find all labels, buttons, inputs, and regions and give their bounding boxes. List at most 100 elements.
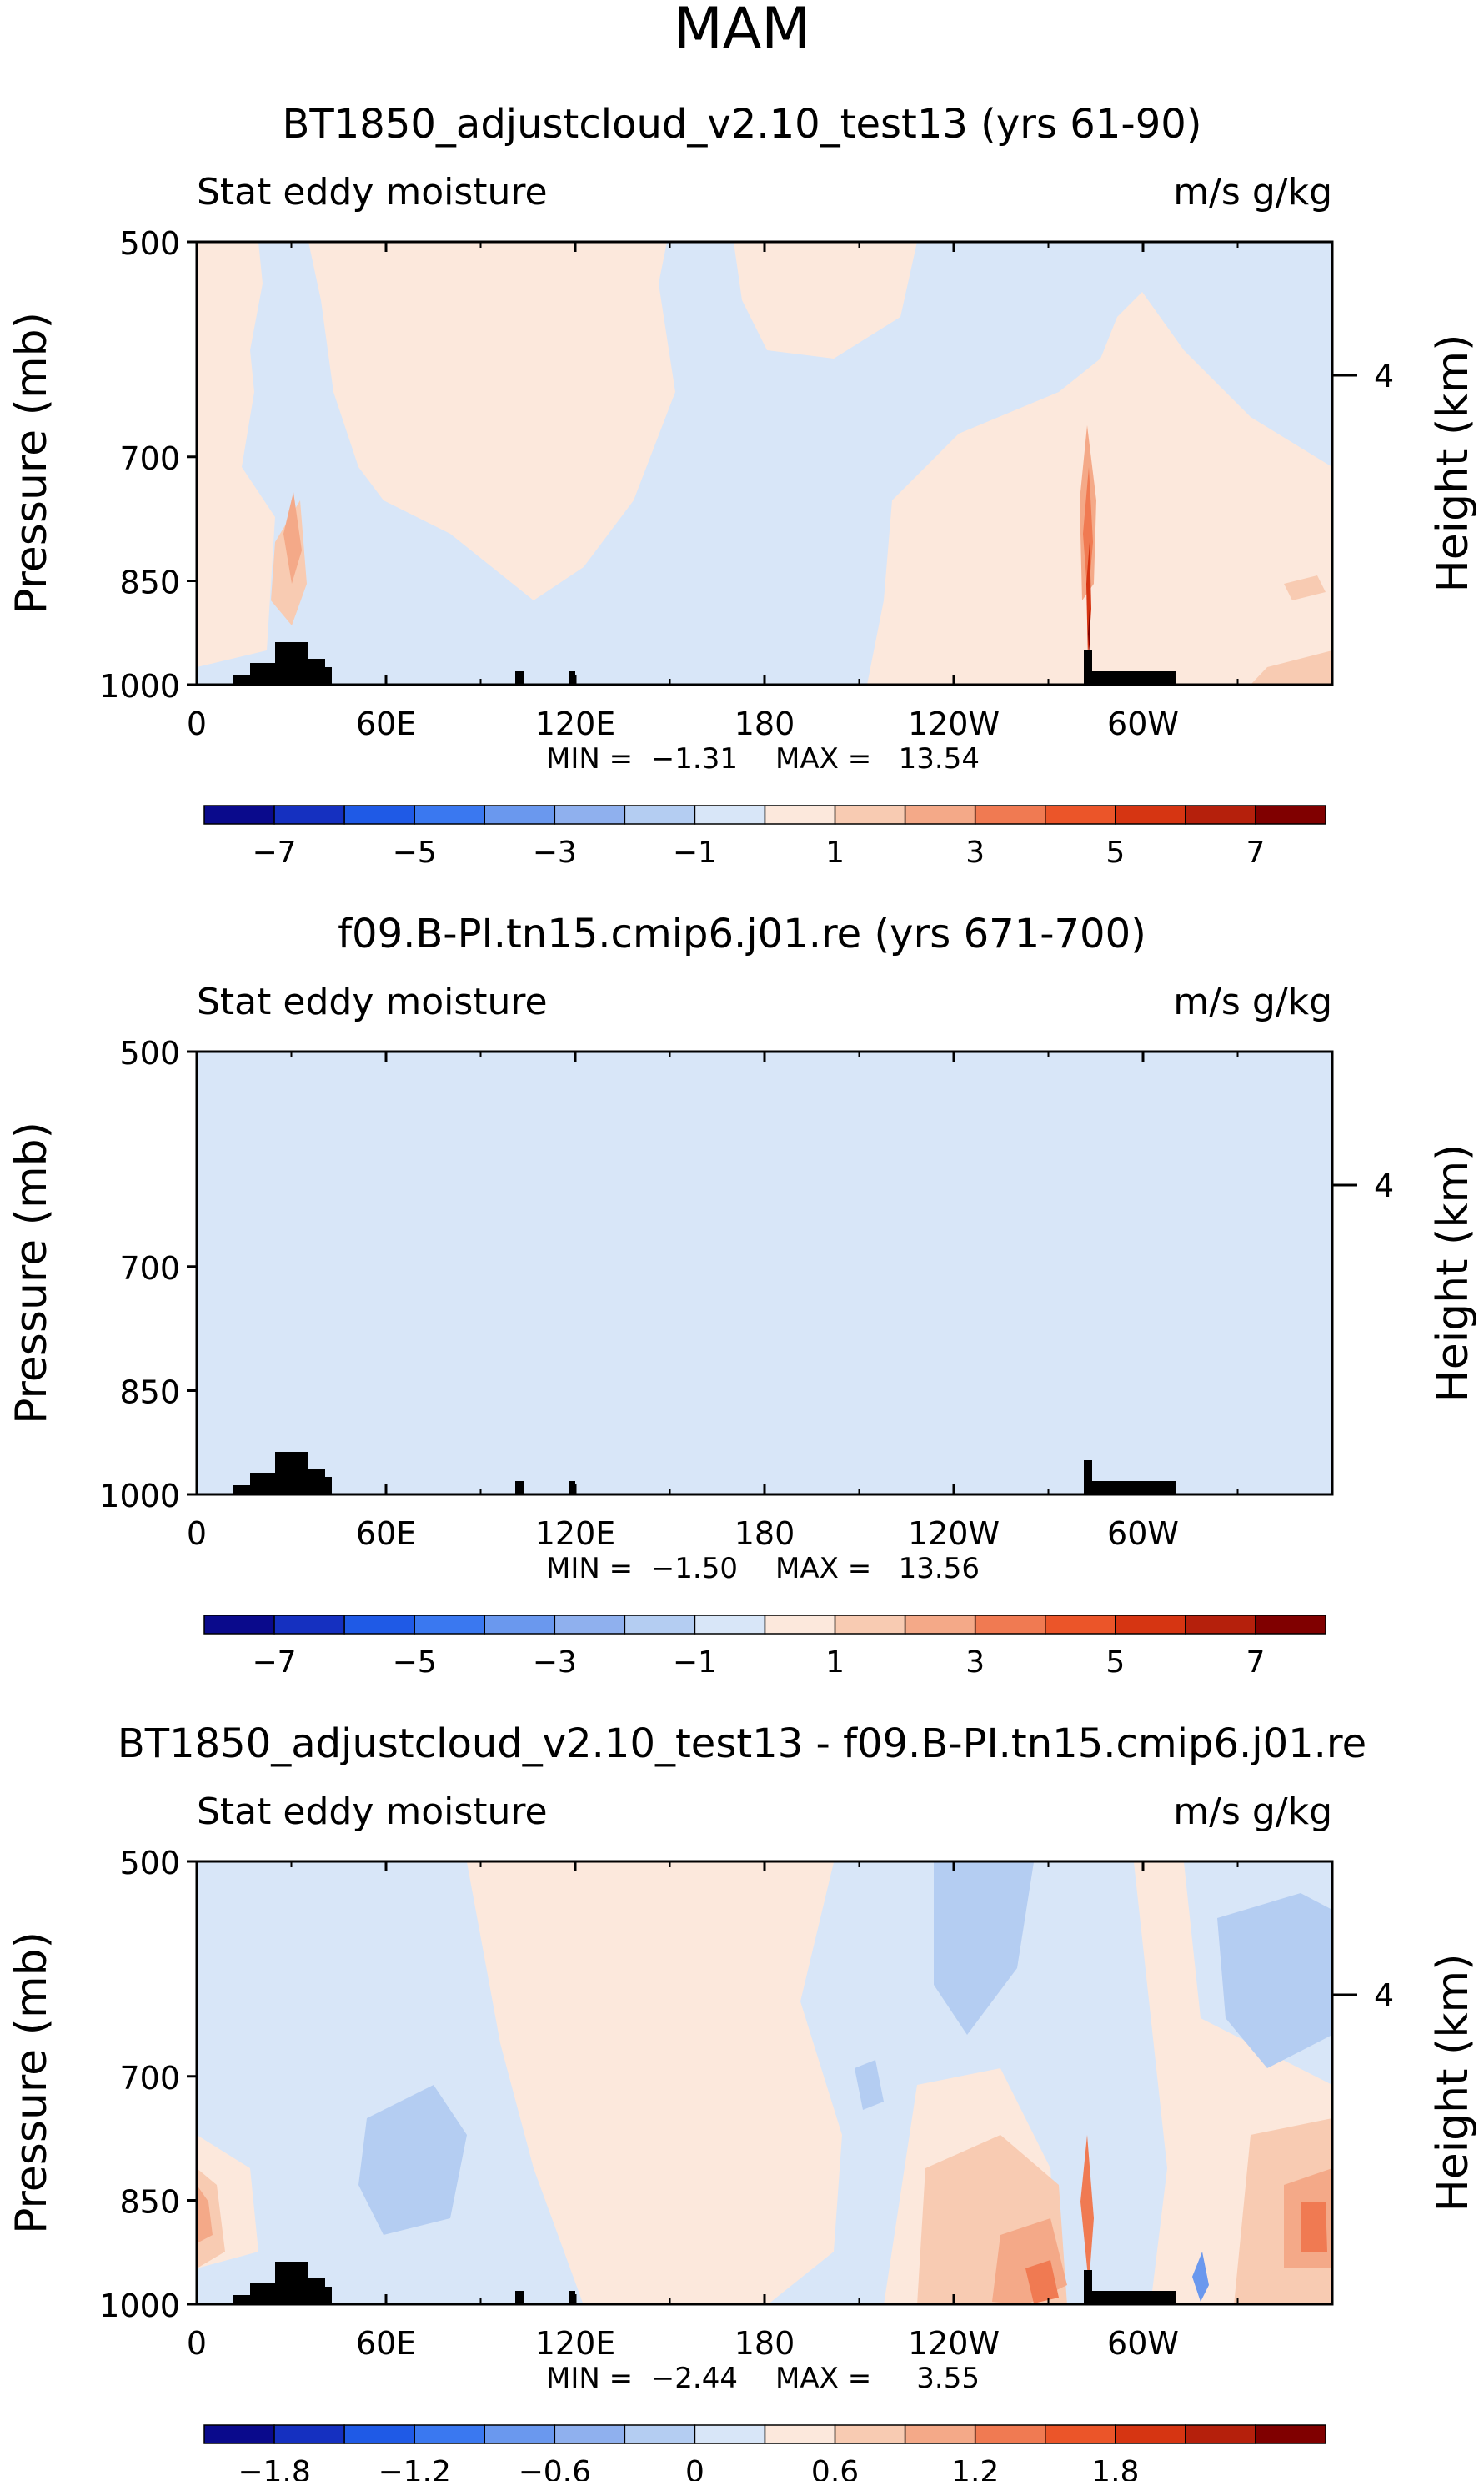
colorbar: −1.8 −1.2 −0.6 0 0.6 1.2 1.8 <box>203 2424 1326 2481</box>
colorbar-swatch <box>1185 2424 1256 2444</box>
y-tick-label: 500 <box>119 225 180 262</box>
y-axis-title-right: Height (km) <box>1428 334 1478 593</box>
orography <box>233 2262 1176 2304</box>
contour-fill-region <box>197 467 242 567</box>
max-label: MAX = <box>775 2362 871 2395</box>
terrain-block <box>1084 650 1092 685</box>
max-label: MAX = <box>775 742 871 776</box>
contour-fill-region <box>197 2185 213 2243</box>
panel-title: BT1850_adjustcloud_v2.10_test13 - f09.B-… <box>118 1720 1366 1767</box>
y-tick-right-label: 4 <box>1374 358 1394 394</box>
contour-fill-region <box>1217 1893 1332 2068</box>
colorbar-label: −1 <box>673 1645 717 1680</box>
x-tick-label: 0 <box>187 2325 207 2362</box>
y-axis-title: Pressure (mb) <box>7 1122 57 1424</box>
colorbar-swatch <box>273 2424 345 2444</box>
terrain-block <box>569 671 575 685</box>
x-tick-label: 60E <box>356 1515 416 1552</box>
terrain-block <box>317 667 332 685</box>
colorbar-swatch <box>414 1615 485 1635</box>
colorbar: −7 −5 −3 −1 1 3 5 7 <box>203 1615 1326 1680</box>
y-tick-label: 850 <box>119 1374 180 1410</box>
colorbar-label: −3 <box>533 1645 577 1680</box>
terrain-block <box>1090 671 1176 685</box>
colorbar-swatch <box>273 1615 345 1635</box>
terrain-block <box>1084 2270 1092 2304</box>
x-tick-label: 120E <box>535 2325 616 2362</box>
colorbar-swatch <box>834 2424 906 2444</box>
max-value: 13.56 <box>899 1552 980 1585</box>
x-tick-label: 60E <box>356 706 416 742</box>
contour-fill-region <box>1086 542 1091 659</box>
y-tick-label: 1000 <box>99 1478 180 1514</box>
orography <box>233 1452 1176 1494</box>
colorbar-label: −1 <box>673 836 717 870</box>
terrain-block <box>569 1481 575 1494</box>
variable-label: Stat eddy moisture <box>197 1790 548 1833</box>
colorbar-swatch <box>904 805 976 825</box>
colorbar-swatch <box>1045 805 1116 825</box>
contour-fill-region <box>467 1862 842 2305</box>
contour-fill-region <box>283 492 302 584</box>
colorbar-label: 7 <box>1246 1645 1265 1680</box>
colorbar-swatch <box>203 1615 275 1635</box>
contour-fill-region <box>308 242 675 600</box>
colorbar-swatch <box>554 1615 626 1635</box>
x-tick-label: 0 <box>187 1515 207 1552</box>
plot-area <box>197 1052 1332 1494</box>
colorbar-swatch <box>904 1615 976 1635</box>
colorbar-swatch <box>694 2424 766 2444</box>
colorbar-swatch <box>834 1615 906 1635</box>
x-tick-label: 180 <box>734 2325 795 2362</box>
y-tick-label: 500 <box>119 1035 180 1072</box>
colorbar-swatch <box>343 805 415 825</box>
colorbar-swatch <box>1045 1615 1116 1635</box>
colorbar-swatch <box>1255 1615 1326 1635</box>
colorbar-swatch <box>414 2424 485 2444</box>
y-tick-right-label: 4 <box>1374 1977 1394 2014</box>
terrain-block <box>569 2291 575 2304</box>
colorbar-swatch <box>1185 805 1256 825</box>
colorbar-swatch <box>1255 805 1326 825</box>
units-label: m/s g/kg <box>1173 171 1332 213</box>
units-label: m/s g/kg <box>1173 1790 1332 1833</box>
max-label: MAX = <box>775 1552 871 1585</box>
colorbar-label: 1.2 <box>951 2455 999 2481</box>
colorbar-label: 1.8 <box>1091 2455 1139 2481</box>
colorbar-label: 1 <box>825 836 845 870</box>
y-tick-label: 850 <box>119 2183 180 2220</box>
min-label: MIN = <box>546 1552 633 1585</box>
colorbar-label: 5 <box>1105 836 1125 870</box>
colorbar-swatch <box>484 805 556 825</box>
contour-fill-region <box>1192 2252 1209 2302</box>
colorbar-label: 0.6 <box>811 2455 859 2481</box>
colorbar-swatch <box>1255 2424 1326 2444</box>
colorbar-label: −1.8 <box>238 2455 310 2481</box>
figure-title: MAM <box>674 0 810 62</box>
contour-fill-region <box>1083 467 1093 600</box>
colorbar-label: −7 <box>253 1645 297 1680</box>
colorbar-label: −5 <box>393 836 437 870</box>
y-tick-label: 700 <box>119 440 180 477</box>
colorbar-swatch <box>764 1615 836 1635</box>
y-tick-label: 850 <box>119 564 180 600</box>
y-tick-label: 1000 <box>99 668 180 705</box>
units-label: m/s g/kg <box>1173 981 1332 1023</box>
colorbar-swatch <box>1115 2424 1186 2444</box>
terrain-block <box>515 2291 524 2304</box>
terrain-block <box>1090 1481 1176 1494</box>
y-axis-title: Pressure (mb) <box>7 1931 57 2234</box>
x-tick-label: 0 <box>187 706 207 742</box>
contour-fill-region <box>734 242 917 359</box>
panel-title: f09.B-PI.tn15.cmip6.j01.re (yrs 671-700) <box>338 911 1146 957</box>
min-value: −1.31 <box>651 742 738 776</box>
x-tick-label: 120E <box>535 706 616 742</box>
terrain-block <box>1090 2291 1176 2304</box>
terrain-block <box>317 2287 332 2304</box>
colorbar-swatch <box>764 805 836 825</box>
colorbar-swatch <box>1115 805 1186 825</box>
x-tick-label: 180 <box>734 706 795 742</box>
contour-fill-region <box>1025 2260 1059 2303</box>
